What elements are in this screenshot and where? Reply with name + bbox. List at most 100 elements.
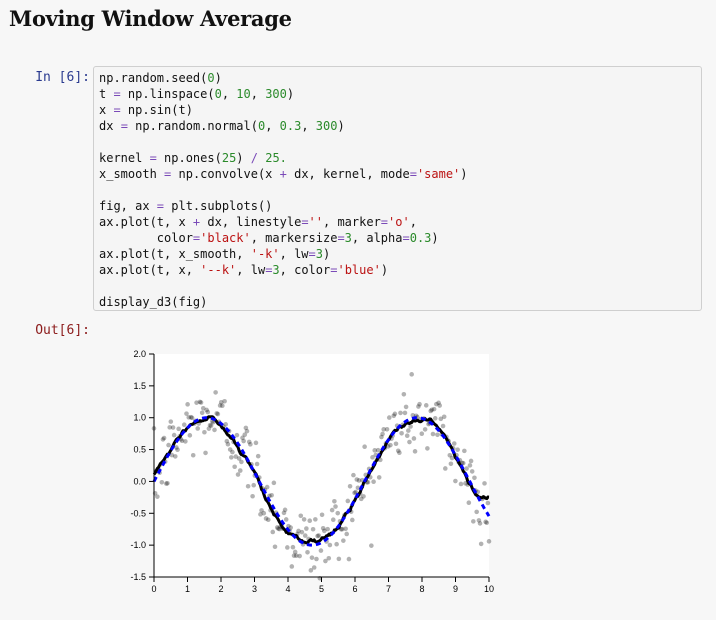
x-tick-label: 0	[151, 584, 156, 594]
scatter-point	[449, 455, 455, 461]
scatter-point	[160, 437, 166, 442]
scatter-point	[411, 436, 417, 441]
scatter-point	[476, 518, 482, 523]
scatter-point	[451, 441, 457, 446]
scatter-point	[198, 400, 204, 405]
scatter-point	[474, 509, 479, 515]
scatter-point	[214, 411, 220, 416]
scatter-point	[169, 452, 175, 458]
scatter-point	[401, 391, 407, 397]
scatter-point	[200, 405, 206, 411]
scatter-point	[326, 555, 332, 561]
scatter-point	[167, 425, 172, 430]
scatter-point	[194, 400, 199, 405]
scatter-point	[301, 517, 307, 522]
scatter-point	[285, 545, 290, 550]
scatter-point	[236, 456, 242, 461]
scatter-point	[386, 415, 392, 420]
scatter-point	[248, 442, 253, 447]
scatter-point	[208, 423, 214, 429]
scatter-point	[369, 543, 374, 548]
scatter-point	[296, 528, 301, 534]
scatter-point	[469, 469, 475, 474]
scatter-point	[297, 553, 302, 559]
smooth-line	[152, 415, 490, 545]
scatter-point	[408, 424, 413, 429]
scatter-point	[274, 525, 280, 530]
scatter-point	[458, 481, 464, 487]
scatter-point	[218, 400, 224, 405]
y-tick-label: 0.5	[133, 445, 146, 455]
scatter-point	[310, 526, 316, 532]
scatter-point	[202, 429, 207, 435]
y-tick-label: -0.5	[130, 508, 146, 518]
scatter-point	[165, 480, 170, 486]
scatter-point	[242, 432, 248, 438]
scatter-point	[255, 453, 261, 459]
scatter-point	[197, 399, 203, 405]
scatter-point	[431, 406, 437, 412]
scatter-point	[315, 533, 320, 539]
scatter-point	[254, 461, 260, 467]
scatter-point	[429, 407, 435, 413]
scatter-point	[263, 516, 269, 521]
code-editor[interactable]: np.random.seed(0) t = np.linspace(0, 10, …	[99, 70, 468, 310]
scatter-point	[237, 468, 243, 473]
code-line: x_smooth = np.convolve(x + dx, kernel, m…	[99, 167, 468, 181]
scatter-point	[184, 411, 189, 416]
scatter-point	[302, 533, 308, 538]
scatter-point	[466, 500, 472, 505]
page-title: Moving Window Average	[9, 6, 292, 31]
scatter-point	[199, 410, 205, 416]
code-line: kernel = np.ones(25) / 25.	[99, 151, 287, 165]
scatter-point	[229, 455, 234, 460]
scatter-point	[356, 478, 362, 483]
plot-area	[154, 354, 489, 577]
scatter-point	[215, 411, 221, 417]
scatter-point	[341, 538, 346, 543]
scatter-point	[245, 483, 251, 489]
scatter-point	[207, 422, 213, 428]
y-tick-label: -1.5	[130, 572, 146, 582]
code-line: t = np.linspace(0, 10, 300)	[99, 87, 295, 101]
scatter-point	[276, 526, 281, 531]
scatter-point	[329, 507, 335, 513]
scatter-point	[323, 558, 328, 564]
scatter-point	[362, 444, 367, 450]
code-line: display_d3(fig)	[99, 295, 208, 309]
scatter-point	[185, 402, 190, 407]
scatter-point	[244, 428, 250, 434]
scatter-point	[250, 493, 255, 499]
scatter-point	[189, 415, 195, 421]
scatter-point	[332, 498, 337, 504]
code-line: color='black', markersize=3, alpha=0.3)	[99, 231, 439, 245]
scatter-point	[483, 519, 488, 525]
scatter-point	[436, 400, 441, 406]
scatter-point	[166, 442, 171, 448]
scatter-point	[425, 446, 430, 451]
scatter-point	[339, 526, 345, 532]
scatter-point	[467, 463, 473, 468]
scatter-point	[299, 529, 305, 535]
scatter-point	[234, 432, 240, 438]
scatter-point	[308, 568, 314, 573]
scatter-point	[186, 415, 192, 420]
scatter-point	[478, 541, 484, 547]
scatter-point	[176, 426, 181, 432]
scatter-point	[168, 419, 174, 424]
output-prompt: Out[6]:	[35, 323, 90, 338]
code-cell-input[interactable]: np.random.seed(0) t = np.linspace(0, 10, …	[93, 66, 702, 311]
scatter-point	[220, 403, 225, 409]
scatter-point	[304, 526, 309, 531]
scatter-point	[399, 430, 404, 436]
scatter-point	[434, 401, 439, 407]
scatter-point	[188, 414, 194, 420]
scatter-point	[416, 404, 421, 409]
scatter-point	[477, 521, 483, 526]
scatter-point	[455, 447, 460, 452]
scatter-point	[172, 454, 178, 459]
scatter-point	[190, 452, 196, 458]
scatter-point	[319, 512, 325, 518]
